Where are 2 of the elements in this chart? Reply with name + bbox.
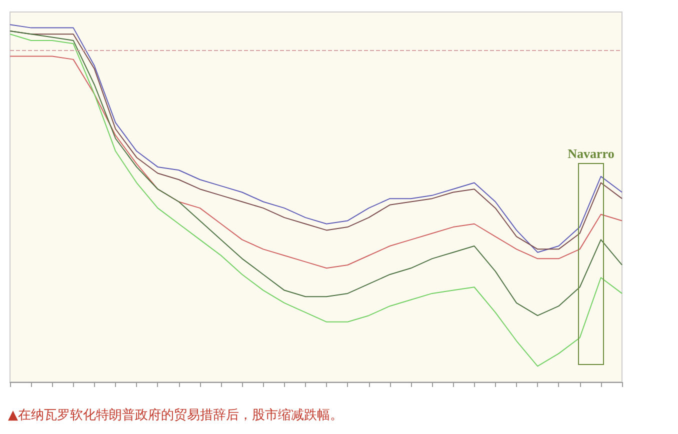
annotation: Navarro: [566, 146, 616, 162]
text: ▲在纳瓦罗软化特朗普政府的贸易措辞后，股市缩减跌幅。: [8, 406, 343, 424]
